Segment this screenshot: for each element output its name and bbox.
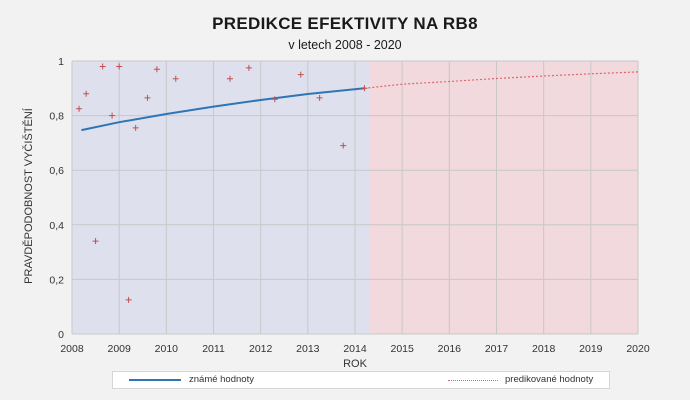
y-tick-label: 0 (58, 329, 64, 341)
x-tick-label: 2015 (390, 343, 414, 355)
chart-title: PREDIKCE EFEKTIVITY NA RB8 (212, 14, 478, 33)
data-point (109, 112, 116, 119)
y-tick-label: 0,6 (49, 165, 64, 177)
region-0 (72, 61, 370, 334)
x-tick-label: 2013 (296, 343, 320, 355)
x-axis-ticks: 2008 2009 2010 2011 2012 2013 2014 2015 2016 2017… (60, 343, 650, 355)
y-axis-title: PRAVDĚPODOBNOST VYČIŠTĚNÍ (22, 107, 35, 284)
data-point (172, 75, 179, 82)
data-point (83, 90, 90, 97)
data-point (245, 64, 252, 71)
y-tick-label: 1 (58, 56, 64, 68)
x-tick-label: 2020 (626, 343, 650, 355)
data-point (76, 105, 83, 112)
data-point (144, 94, 151, 101)
x-tick-label: 2014 (343, 343, 367, 355)
x-tick-label: 2018 (532, 343, 556, 355)
data-point (125, 296, 132, 303)
y-tick-label: 0,2 (49, 274, 64, 286)
data-point (297, 71, 304, 78)
region-1 (369, 61, 638, 334)
x-tick-label: 2019 (579, 343, 603, 355)
predicted-line (364, 71, 639, 89)
series-lines (81, 71, 639, 132)
data-point (271, 96, 278, 103)
legend-line-predicted (448, 380, 498, 381)
x-tick-label: 2010 (155, 343, 179, 355)
legend-label-known: známé hodnoty (189, 374, 254, 385)
x-axis-title: ROK (343, 358, 368, 370)
data-point (99, 63, 106, 70)
data-point (361, 85, 368, 92)
data-point (153, 66, 160, 73)
data-points (76, 63, 368, 303)
data-point (132, 124, 139, 131)
chart-subtitle: v letech 2008 - 2020 (288, 38, 402, 52)
y-tick-label: 0,4 (49, 220, 64, 232)
x-tick-label: 2011 (202, 343, 225, 355)
y-tick-label: 0,8 (49, 111, 64, 123)
legend-line-known (129, 379, 181, 381)
x-tick-label: 2008 (60, 343, 84, 355)
x-tick-label: 2017 (485, 343, 509, 355)
x-tick-label: 2012 (249, 343, 273, 355)
data-point (116, 63, 123, 70)
x-tick-label: 2009 (107, 343, 131, 355)
data-point (316, 94, 323, 101)
legend-label-predicted: predikované hodnoty (505, 374, 594, 385)
x-tick-label: 2016 (438, 343, 462, 355)
y-axis-ticks: 0 0,2 0,4 0,6 0,8 1 (49, 56, 64, 341)
data-point (227, 75, 234, 82)
data-point (92, 238, 99, 245)
legend: známé hodnoty predikované hodnoty (112, 371, 610, 389)
known-line (81, 87, 365, 132)
data-point (340, 142, 347, 149)
